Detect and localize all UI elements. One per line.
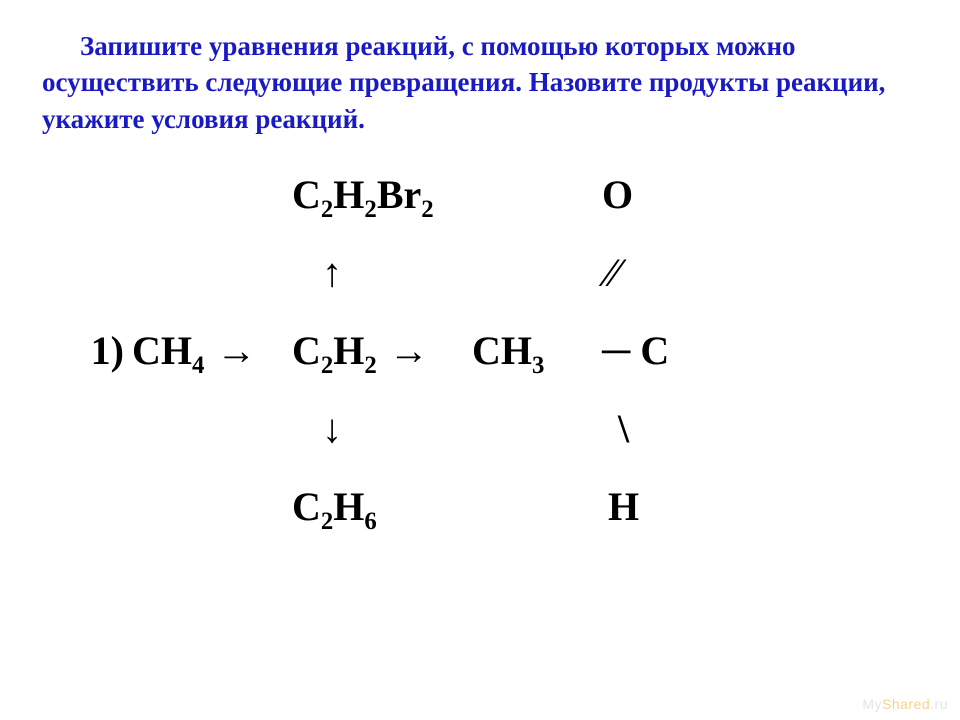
scheme-row-main: 1) CH4 → C2H2 → CH3 ─ C <box>42 331 918 409</box>
scheme-row-5: C2H6 H <box>42 487 918 565</box>
scheme-row-1: C2H2Br2 O <box>42 175 918 253</box>
chain-C2H2: C2H2 → <box>292 331 472 371</box>
single-bond: \ <box>602 409 792 449</box>
chain-CH4: CH4 → <box>132 331 292 371</box>
aldehyde-H: H <box>602 487 792 527</box>
chain-C: ─ C <box>602 331 792 371</box>
up-arrow: ↑ <box>292 253 472 293</box>
branch-up-target: C2H2Br2 <box>292 175 472 215</box>
aldehyde-O: O <box>602 175 792 215</box>
reaction-scheme: C2H2Br2 O ↑ ⁄⁄ 1) CH4 → C2H2 → CH3 ─ C ↓… <box>42 175 918 565</box>
watermark-pre: My <box>862 696 882 712</box>
list-number: 1) <box>42 331 132 371</box>
task-prompt: Запишите уравнения реакций, с помощью ко… <box>42 28 918 137</box>
watermark-post: .ru <box>930 696 948 712</box>
chain-CH3: CH3 <box>472 331 602 371</box>
slide: Запишите уравнения реакций, с помощью ко… <box>0 0 960 720</box>
watermark-accent: Shared <box>882 696 930 712</box>
branch-down-target: C2H6 <box>292 487 472 527</box>
double-bond: ⁄⁄ <box>602 253 792 293</box>
down-arrow: ↓ <box>292 409 472 449</box>
scheme-row-2: ↑ ⁄⁄ <box>42 253 918 331</box>
watermark: MyShared.ru <box>862 696 948 712</box>
scheme-row-4: ↓ \ <box>42 409 918 487</box>
